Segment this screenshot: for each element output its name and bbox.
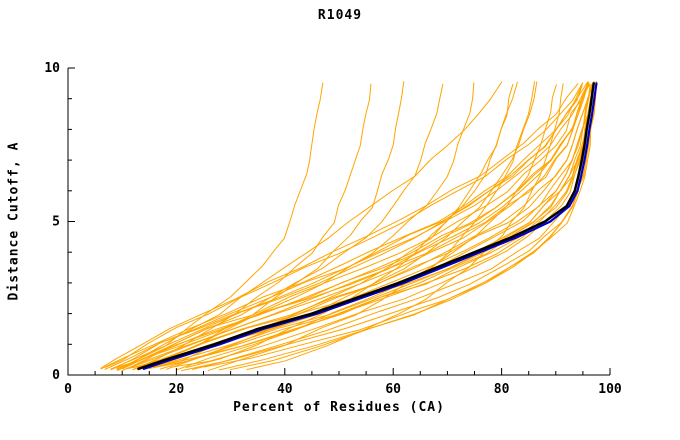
series-prediction-22 xyxy=(126,83,444,370)
series-prediction-09 xyxy=(148,81,595,368)
series-prediction-39 xyxy=(116,81,503,371)
y-tick-label: 10 xyxy=(44,61,60,76)
x-tick-label: 100 xyxy=(598,382,622,397)
series-prediction-14 xyxy=(132,82,595,371)
series-prediction-03 xyxy=(122,83,589,370)
series-prediction-25 xyxy=(165,81,538,370)
series-prediction-23 xyxy=(137,82,475,369)
series-prediction-21 xyxy=(143,81,405,369)
series-prediction-31 xyxy=(203,81,597,368)
y-axis-label: Distance Cutoff, A xyxy=(6,141,22,301)
x-tick-label: 40 xyxy=(277,382,293,397)
series-prediction-02 xyxy=(110,81,589,370)
x-tick-label: 0 xyxy=(64,382,72,397)
series-prediction-15 xyxy=(100,83,579,369)
series-best-model-black xyxy=(137,82,595,371)
series-reference-blue xyxy=(142,82,598,370)
series-prediction-12 xyxy=(111,83,590,370)
x-tick-label: 20 xyxy=(169,382,185,397)
y-tick-label: 5 xyxy=(52,215,60,230)
series-prediction-19 xyxy=(122,82,324,369)
series-prediction-34 xyxy=(100,83,583,370)
series-prediction-17 xyxy=(127,83,592,370)
series-prediction-40 xyxy=(246,83,564,370)
series-prediction-37 xyxy=(185,81,518,368)
series-prediction-16 xyxy=(117,81,589,371)
series-prediction-32 xyxy=(110,82,589,371)
y-tick-label: 0 xyxy=(52,368,60,383)
chart-title: R1049 xyxy=(317,8,363,23)
series-prediction-01 xyxy=(104,82,584,368)
series-prediction-38 xyxy=(207,81,536,372)
series-prediction-11 xyxy=(104,84,583,370)
series-prediction-13 xyxy=(121,84,590,372)
x-axis-label: Percent of Residues (CA) xyxy=(233,400,445,415)
series-prediction-20 xyxy=(132,83,372,370)
x-tick-label: 80 xyxy=(494,382,510,397)
x-tick-label: 60 xyxy=(385,382,401,397)
